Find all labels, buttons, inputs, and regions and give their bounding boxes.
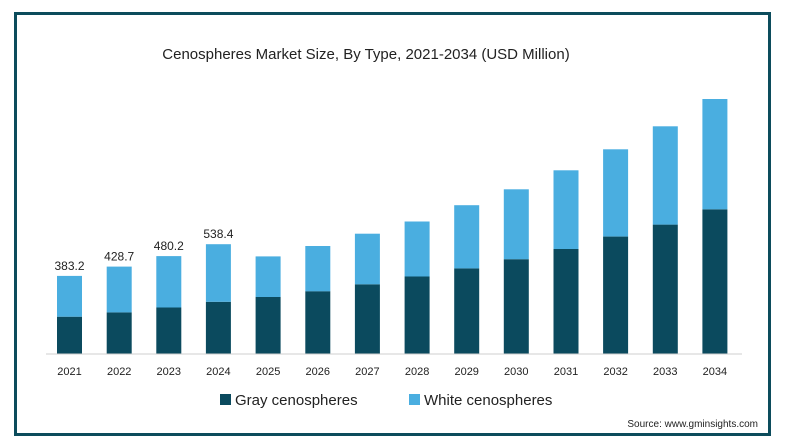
bar-white-2030: [503, 189, 529, 260]
bar-gray-2030: [503, 259, 529, 354]
legend-label-gray: Gray cenospheres: [235, 392, 358, 409]
bar-gray-2023: [156, 307, 182, 354]
legend-label-white: White cenospheres: [424, 392, 552, 409]
x-tick-2028: 2028: [405, 366, 429, 378]
source-note: Source: www.gminsights.com: [627, 419, 758, 430]
x-tick-2030: 2030: [504, 366, 528, 378]
x-tick-2029: 2029: [454, 366, 478, 378]
bar-gray-2028: [404, 276, 430, 354]
data-label-2021: 383.2: [54, 259, 84, 273]
bar-white-2034: [702, 99, 728, 210]
x-tick-2033: 2033: [653, 366, 677, 378]
x-tick-2026: 2026: [306, 366, 330, 378]
x-tick-2024: 2024: [206, 366, 230, 378]
bar-white-2024: [205, 244, 231, 302]
bar-gray-2034: [702, 209, 728, 354]
bar-gray-2025: [255, 296, 281, 354]
bar-gray-2032: [603, 236, 629, 354]
legend-swatch-gray: [220, 394, 231, 405]
data-label-2024: 538.4: [203, 227, 233, 241]
bar-white-2021: [57, 275, 82, 317]
bar-gray-2033: [652, 224, 678, 354]
x-tick-2027: 2027: [355, 366, 379, 378]
bar-white-2025: [255, 256, 281, 297]
bar-gray-2022: [106, 312, 132, 354]
data-labels: 383.2 428.7 480.2 538.4: [54, 227, 233, 273]
chart-frame: [14, 12, 771, 436]
legend-swatch-white: [409, 394, 420, 405]
bar-white-2031: [553, 170, 579, 249]
bar-white-2022: [106, 266, 132, 313]
bar-white-2027: [354, 233, 380, 285]
x-tick-2025: 2025: [256, 366, 280, 378]
bar-gray-2027: [354, 284, 380, 354]
legend: Gray cenospheres White cenospheres: [220, 392, 552, 409]
x-tick-2032: 2032: [603, 366, 627, 378]
bar-white-2028: [404, 221, 430, 277]
bar-gray-2026: [305, 291, 331, 354]
bar-white-2033: [652, 126, 678, 225]
bar-white-2023: [156, 256, 182, 308]
bar-white-2026: [305, 246, 331, 292]
chart-title: Cenospheres Market Size, By Type, 2021-2…: [162, 46, 569, 63]
bar-white-2029: [454, 205, 480, 269]
x-tick-2023: 2023: [157, 366, 181, 378]
data-label-2022: 428.7: [104, 250, 134, 264]
x-tick-2034: 2034: [703, 366, 727, 378]
data-label-2023: 480.2: [154, 239, 184, 253]
bar-white-2032: [603, 149, 629, 237]
bar-gray-2029: [454, 268, 480, 354]
x-tick-2031: 2031: [554, 366, 578, 378]
bar-gray-2021: [57, 316, 82, 354]
x-tick-labels: 2021 2022 2023 2024 2025 2026 2027 2028 2029 2030…: [57, 366, 727, 378]
bar-gray-2024: [205, 301, 231, 354]
bar-gray-2031: [553, 249, 579, 354]
x-tick-2022: 2022: [107, 366, 131, 378]
x-tick-2021: 2021: [57, 366, 81, 378]
bars-group: [57, 99, 728, 354]
